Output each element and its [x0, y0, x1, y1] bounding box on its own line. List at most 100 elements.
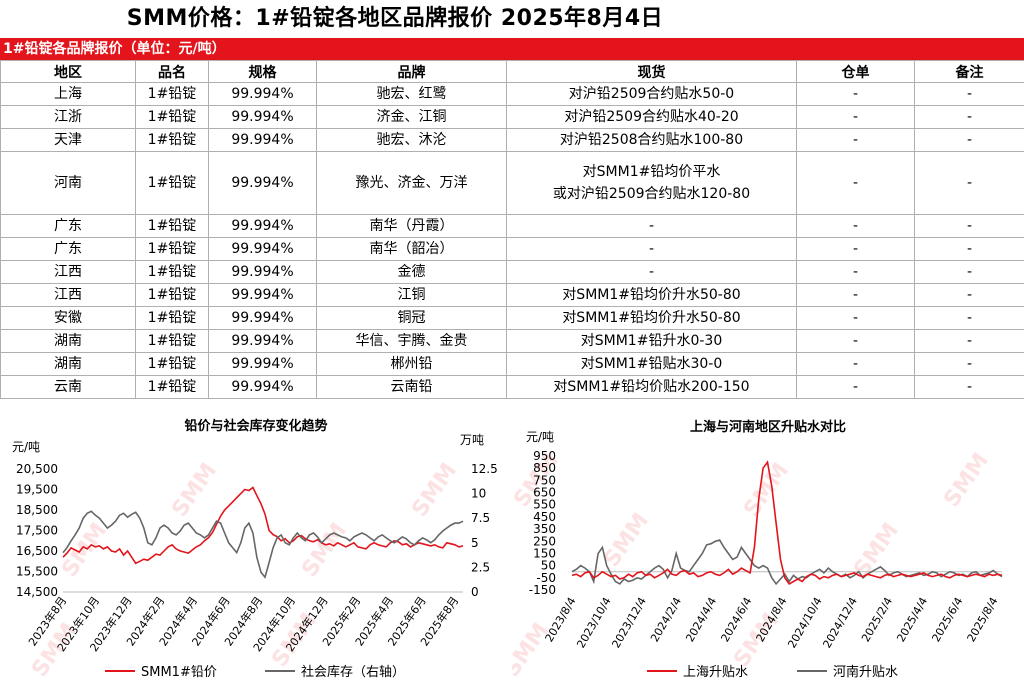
smm-watermark: SMM — [939, 449, 994, 512]
x-tick: 2023/10/4 — [574, 595, 613, 650]
table-cell: 对SMM1#铅贴水30-0 — [507, 353, 797, 376]
table-cell: 99.994% — [209, 376, 317, 399]
table-cell: 广东 — [1, 238, 136, 261]
table-cell: 云南 — [1, 376, 136, 399]
legend-label-henan: 河南升贴水 — [833, 664, 898, 680]
x-tick: 2024/2/4 — [648, 595, 684, 644]
x-tick: 2025/4/4 — [894, 595, 930, 644]
x-tick: 2025/6/4 — [929, 595, 965, 644]
column-header: 品名 — [136, 61, 209, 83]
table-cell: - — [915, 376, 1024, 399]
table-cell: - — [797, 152, 915, 215]
table-cell: 对SMM1#铅升水0-30 — [507, 330, 797, 353]
table-cell: 99.994% — [209, 353, 317, 376]
table-cell: 云南铅 — [317, 376, 507, 399]
table-cell: - — [915, 215, 1024, 238]
table-header-bar: 1#铅锭各品牌报价（单位：元/吨） — [0, 38, 1024, 60]
column-header: 仓单 — [797, 61, 915, 83]
table-cell: - — [507, 261, 797, 284]
y-tick-right: 5 — [471, 536, 479, 550]
table-cell: - — [915, 129, 1024, 152]
legend-label-inventory: 社会库存（右轴） — [301, 664, 405, 680]
table-cell: - — [915, 284, 1024, 307]
table-cell: 对SMM1#铅均价升水50-80 — [507, 284, 797, 307]
table-cell: 湖南 — [1, 330, 136, 353]
x-tick: 2024/12/4 — [820, 595, 859, 650]
table-cell: 99.994% — [209, 261, 317, 284]
table-cell: - — [915, 330, 1024, 353]
table-cell: 南华（丹霞） — [317, 215, 507, 238]
table-cell: 南华（韶冶） — [317, 238, 507, 261]
column-header: 品牌 — [317, 61, 507, 83]
table-cell: - — [797, 83, 915, 106]
table-header-row: 地区品名规格品牌现货仓单备注 — [1, 61, 1024, 83]
series-line-price — [63, 488, 463, 564]
y-tick-left: 20,500 — [16, 462, 58, 476]
y-tick-left: 15,500 — [16, 565, 58, 579]
table-cell: 对SMM1#铅均价平水或对沪铅2509合约贴水120-80 — [507, 152, 797, 215]
table-cell: 1#铅锭 — [136, 238, 209, 261]
table-cell: - — [797, 129, 915, 152]
table-cell: 铜冠 — [317, 307, 507, 330]
y-axis-label: 元/吨 — [526, 430, 554, 444]
table-cell: 99.994% — [209, 330, 317, 353]
table-cell: 99.994% — [209, 284, 317, 307]
table-cell: - — [797, 261, 915, 284]
legend-label-shanghai: 上海升贴水 — [683, 665, 748, 680]
table-cell: - — [915, 152, 1024, 215]
table-cell: 河南 — [1, 152, 136, 215]
table-cell: - — [797, 376, 915, 399]
y-tick-left: 18,500 — [16, 503, 58, 517]
table-cell: - — [797, 330, 915, 353]
table-cell: 对SMM1#铅均价贴水200-150 — [507, 376, 797, 399]
table-cell: 1#铅锭 — [136, 215, 209, 238]
table-cell: 对SMM1#铅均价升水50-80 — [507, 307, 797, 330]
table-cell: - — [915, 353, 1024, 376]
y-tick-left: 14,500 — [16, 585, 58, 599]
table-cell: - — [797, 215, 915, 238]
table-cell: - — [797, 353, 915, 376]
table-cell: 广东 — [1, 215, 136, 238]
table-cell: 江西 — [1, 261, 136, 284]
x-tick: 2025/8/4 — [965, 595, 1001, 644]
y-tick-right: 0 — [471, 585, 479, 599]
table-cell: - — [797, 307, 915, 330]
table-cell: - — [797, 238, 915, 261]
table-cell: 上海 — [1, 83, 136, 106]
legend-label-price: SMM1#铅价 — [141, 665, 217, 680]
table-cell: 99.994% — [209, 238, 317, 261]
x-tick: 2025/2/4 — [859, 595, 895, 644]
table-cell: 湖南 — [1, 353, 136, 376]
smm-watermark: SMM — [739, 459, 794, 522]
table-cell: - — [507, 238, 797, 261]
y-tick-right: 12.5 — [471, 462, 498, 476]
table-cell: 江铜 — [317, 284, 507, 307]
table-cell: 1#铅锭 — [136, 261, 209, 284]
table-cell: 天津 — [1, 129, 136, 152]
table-cell: 安徽 — [1, 307, 136, 330]
table-cell: 1#铅锭 — [136, 307, 209, 330]
y-tick-left: 16,500 — [16, 544, 58, 558]
y-axis-left-label: 元/吨 — [12, 440, 40, 454]
table-cell: 1#铅锭 — [136, 152, 209, 215]
table-cell: 金德 — [317, 261, 507, 284]
x-tick: 2023/8/4 — [543, 595, 579, 644]
y-tick-right: 10 — [471, 487, 486, 501]
table-cell: - — [915, 238, 1024, 261]
smm-watermark: SMM — [407, 459, 462, 522]
table-cell: 江浙 — [1, 106, 136, 129]
smm-watermark: SMM — [599, 509, 654, 572]
